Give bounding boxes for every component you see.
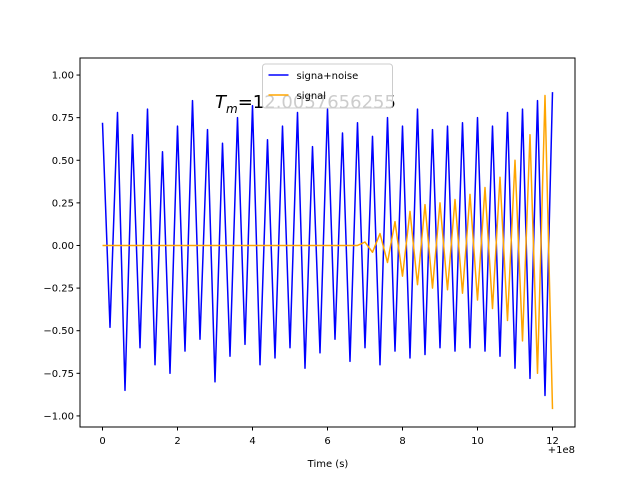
y-tick-label: −0.75 xyxy=(43,369,74,380)
x-tick-label: 8 xyxy=(399,436,405,447)
x-offset-label: +1e8 xyxy=(548,445,575,456)
x-tick-label: 0 xyxy=(99,436,105,447)
legend-label: signa+noise xyxy=(297,71,359,82)
y-tick-label: 0.50 xyxy=(52,156,74,167)
legend-label: signal xyxy=(297,91,327,102)
series-line xyxy=(102,94,554,410)
y-tick-label: 0.75 xyxy=(52,113,74,124)
series-line xyxy=(101,92,554,397)
plot-area: Tm=12.0057656255024681012−1.00−0.75−0.50… xyxy=(43,57,576,447)
x-tick-label: 12 xyxy=(546,436,559,447)
x-tick-label: 2 xyxy=(174,436,180,447)
y-tick-label: 0.00 xyxy=(52,241,74,252)
x-axis-label: Time (s) xyxy=(307,459,349,470)
y-tick-label: −0.25 xyxy=(43,284,74,295)
x-tick-label: 10 xyxy=(471,436,484,447)
annotation-symbol: T xyxy=(215,92,228,113)
x-tick-label: 4 xyxy=(249,436,255,447)
annotation-subscript: m xyxy=(226,102,238,116)
x-tick-label: 6 xyxy=(324,436,330,447)
y-tick-label: 0.25 xyxy=(52,198,74,209)
y-tick-label: −1.00 xyxy=(43,411,74,422)
y-tick-label: 1.00 xyxy=(52,71,74,82)
legend-box xyxy=(262,63,393,109)
y-tick-label: −0.50 xyxy=(43,326,74,337)
